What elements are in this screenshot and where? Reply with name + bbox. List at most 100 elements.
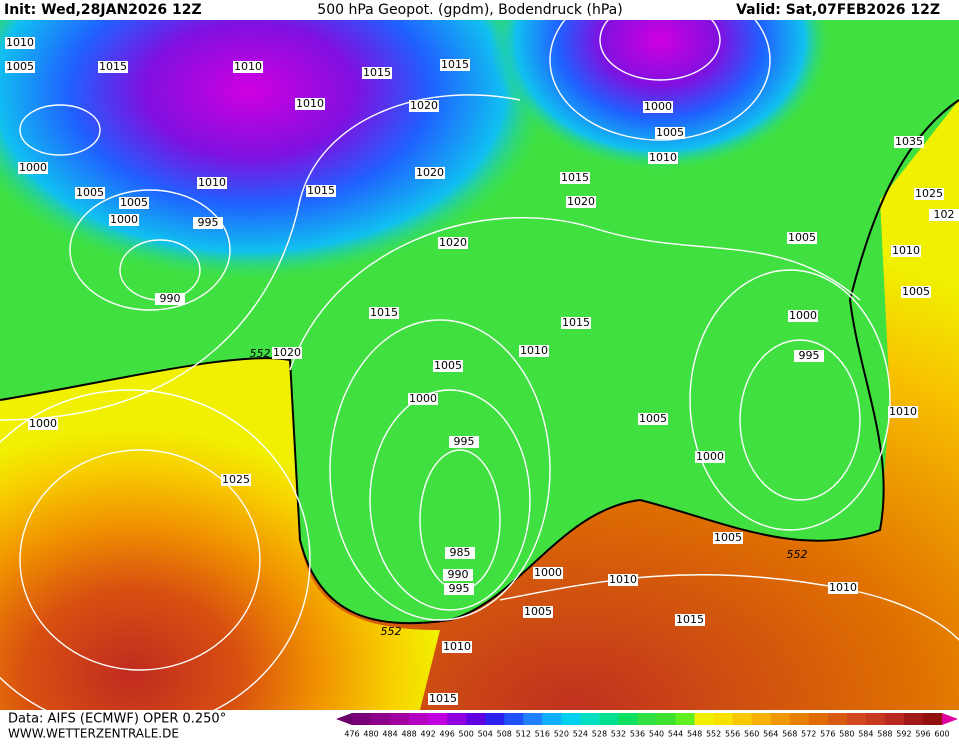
legend-swatch	[428, 713, 448, 725]
isobar-label: 1005	[434, 359, 462, 372]
legend-swatch	[485, 713, 505, 725]
isobar-label-bg	[713, 532, 743, 544]
isobar-label-bg	[75, 187, 105, 199]
legend-swatch	[466, 713, 486, 725]
isobar-label: 1005	[76, 186, 104, 199]
legend-swatch	[694, 713, 715, 725]
isobar-label: 1035	[895, 135, 923, 148]
legend-level: 512	[516, 730, 531, 739]
isobar-label-bg	[901, 286, 931, 298]
legend-level: 480	[363, 730, 378, 739]
isobar-label: 1010	[6, 36, 34, 49]
legend-level: 544	[668, 730, 683, 739]
isobar-label-bg	[643, 101, 673, 113]
legend-level: 584	[858, 730, 873, 739]
isobar-label-bg	[233, 61, 263, 73]
isobar-label-bg	[109, 214, 139, 226]
isobar-label-bg	[561, 317, 591, 329]
isobar-label: 1020	[410, 99, 438, 112]
legend-level: 600	[934, 730, 949, 739]
legend-swatch	[751, 713, 772, 725]
isobar-label-bg	[444, 583, 474, 595]
contour-552	[0, 99, 959, 625]
isobar-label: 1015	[561, 171, 589, 184]
legend-level: 548	[687, 730, 702, 739]
contour-label: 552	[787, 548, 808, 561]
isobar-label-bg	[560, 172, 590, 184]
isobar-label: 1010	[892, 244, 920, 257]
isobar-label: 1010	[829, 581, 857, 594]
isobar-label: 1010	[443, 640, 471, 653]
legend-swatch	[371, 713, 391, 725]
isobar-label-bg	[408, 393, 438, 405]
isobar-label: 1000	[110, 213, 138, 226]
isobar-label-bg	[197, 177, 227, 189]
isobar-label: 1000	[534, 566, 562, 579]
cold-region	[0, 0, 550, 280]
isobar-label-bg	[415, 167, 445, 179]
isobar-label: 1025	[915, 187, 943, 200]
isobar-label: 1020	[273, 346, 301, 359]
isobar-label-bg	[18, 162, 48, 174]
isobar-label-bg	[638, 413, 668, 425]
isobar-label: 1000	[644, 100, 672, 113]
legend-level: 528	[592, 730, 607, 739]
legend-level: 588	[877, 730, 892, 739]
legend-level: 564	[763, 730, 778, 739]
isobar-label-bg	[428, 693, 458, 705]
legend-arrow-low	[336, 713, 352, 725]
isobar-label: 1000	[409, 392, 437, 405]
legend-level: 560	[744, 730, 759, 739]
isobar-label-bg	[5, 61, 35, 73]
legend-swatch	[637, 713, 658, 725]
legend-swatch	[580, 713, 600, 725]
legend-level: 532	[611, 730, 626, 739]
isobar-label: 1005	[6, 60, 34, 73]
isobar-label: 1015	[307, 184, 335, 197]
legend-swatch	[846, 713, 867, 725]
legend-level: 500	[459, 730, 474, 739]
isobar-label-bg	[655, 127, 685, 139]
isobar-label: 995	[449, 582, 470, 595]
isobar-label-bg	[409, 100, 439, 112]
isobar-label: 1020	[567, 195, 595, 208]
legend-level: 592	[896, 730, 911, 739]
isobar-label-bg	[566, 196, 596, 208]
isobar-label: 1005	[714, 531, 742, 544]
isobar-label-bg	[440, 59, 470, 71]
isobar-label: 1000	[29, 417, 57, 430]
legend-swatch	[352, 713, 372, 725]
legend-swatch	[599, 713, 619, 725]
isobar-label-bg	[221, 474, 251, 486]
legend-swatch	[922, 713, 943, 725]
isobar-label: 995	[198, 216, 219, 229]
legend-level: 572	[801, 730, 816, 739]
legend-level: 556	[725, 730, 740, 739]
isobar-label: 1015	[370, 306, 398, 319]
isobar-label: 995	[454, 435, 475, 448]
isobar-label: 1005	[788, 231, 816, 244]
legend-swatch	[390, 713, 410, 725]
isobar-label: 1010	[234, 60, 262, 73]
isobar-label-bg	[193, 217, 223, 229]
legend-swatch	[504, 713, 524, 725]
legend-level: 552	[706, 730, 721, 739]
isobar-label-bg	[433, 360, 463, 372]
map-title: 500 hPa Geopot. (gpdm), Bodendruck (hPa)	[317, 2, 622, 18]
legend-swatch	[409, 713, 429, 725]
legend-swatch	[732, 713, 753, 725]
isobar-label: 995	[799, 349, 820, 362]
isobar-label-bg	[155, 293, 185, 305]
isobar-label: 1005	[120, 196, 148, 209]
isobar-label-bg	[272, 347, 302, 359]
isobar-label: 1000	[789, 309, 817, 322]
warm-region	[0, 358, 440, 710]
isobar-label-bg	[675, 614, 705, 626]
legend-swatch	[656, 713, 677, 725]
isobar-label-bg	[914, 188, 944, 200]
legend-level: 580	[839, 730, 854, 739]
isobar-label: 1005	[902, 285, 930, 298]
isobar-label: 1005	[524, 605, 552, 618]
legend-level: 504	[478, 730, 493, 739]
isobar-label: 1005	[656, 126, 684, 139]
